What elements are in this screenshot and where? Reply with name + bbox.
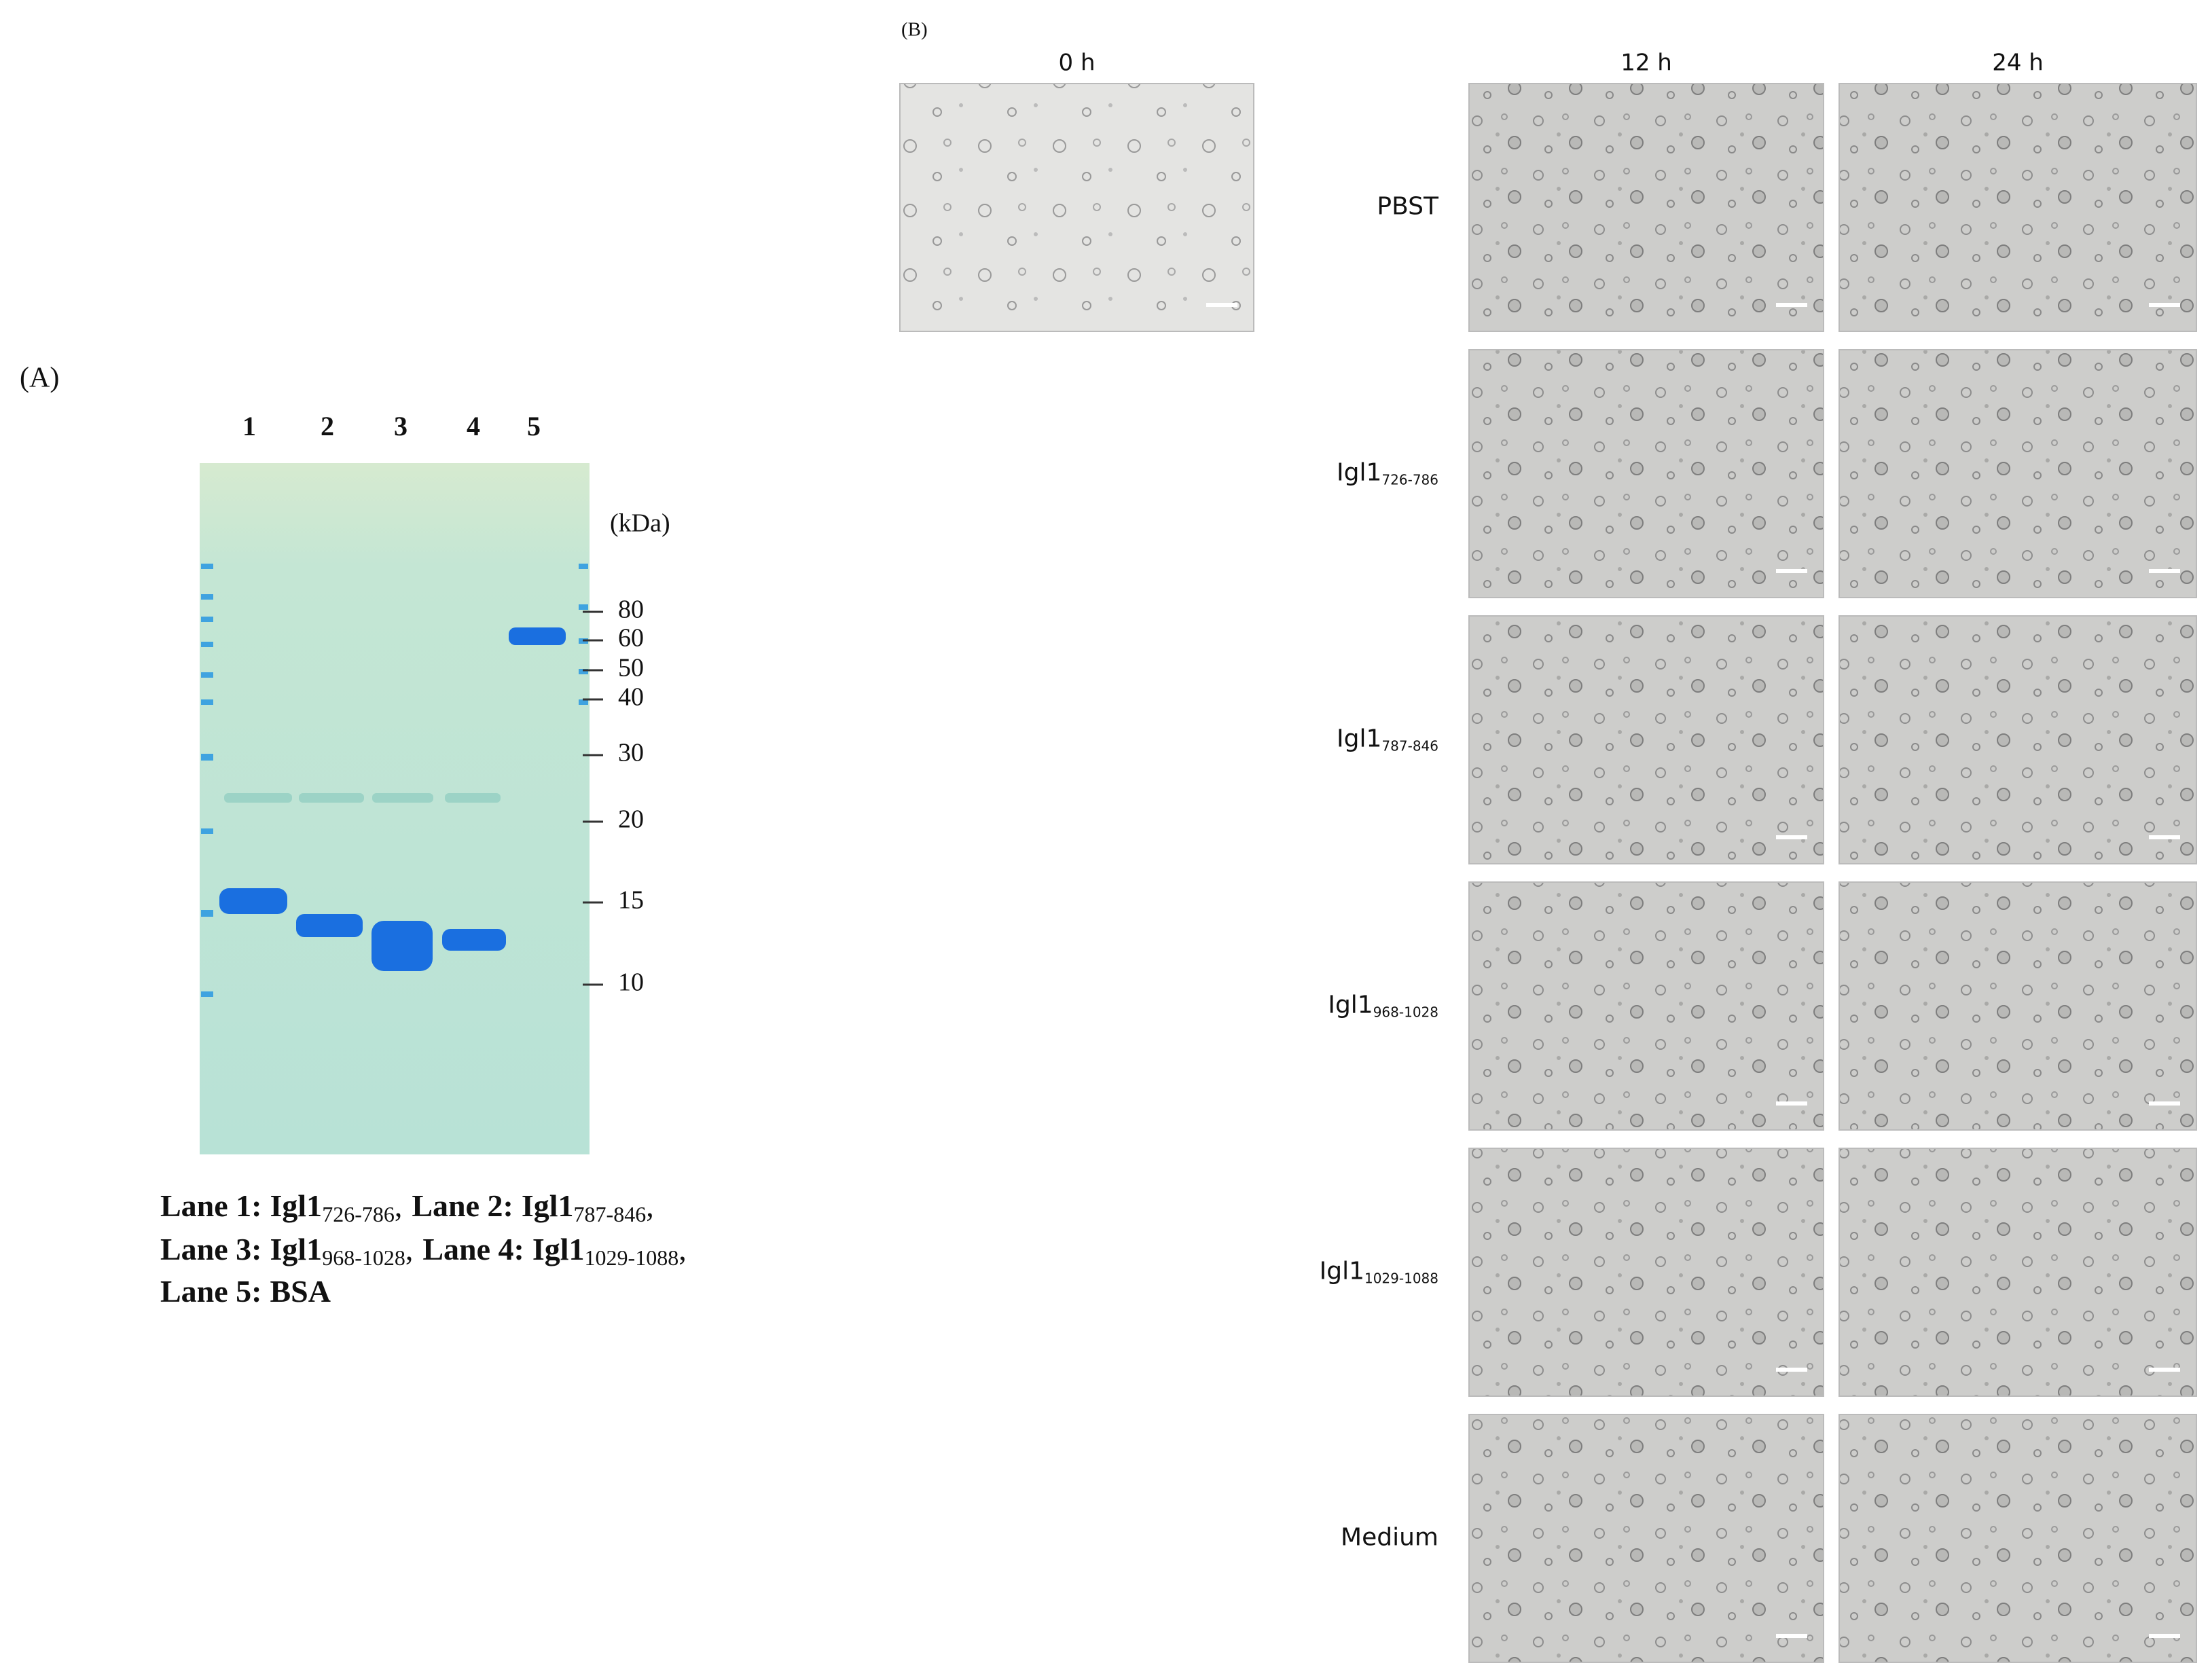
micrograph: [1838, 83, 2197, 332]
caption-sub: 1029-1088: [585, 1245, 679, 1270]
column-header: 0 h: [1059, 50, 1095, 77]
scale-bar: [2149, 303, 2180, 307]
caption-sub: 968-1028: [322, 1245, 405, 1270]
lane-numbers: 1 2 3 4 5: [242, 411, 541, 441]
marker-label: 60: [618, 624, 644, 653]
caption-lane: Lane 5:: [160, 1274, 262, 1309]
caption-sep: ,: [405, 1232, 414, 1266]
row-name: Igl1: [1320, 1258, 1364, 1285]
row-name: Igl1: [1337, 459, 1381, 487]
micrograph: [1838, 1148, 2197, 1397]
gel-background: [200, 463, 590, 1154]
caption-lane: Lane 3:: [160, 1232, 262, 1266]
caption-sep: ,: [678, 1232, 687, 1266]
scale-bar: [2149, 1634, 2180, 1638]
micrographs: 0 h 12 h 24 hPBSTIgl1726-786Igl1787-846Igl…: [899, 50, 2197, 1663]
row-sub: 726-786: [1381, 471, 1438, 488]
micrograph: [1468, 615, 1824, 864]
micrograph: [1468, 1414, 1824, 1663]
row-label: Medium: [1341, 1524, 1438, 1552]
row-sub: 968-1028: [1373, 1004, 1438, 1020]
scale-bar: [1776, 569, 1807, 573]
micrograph: [1468, 83, 1824, 332]
caption-name: Igl1: [270, 1188, 323, 1223]
lane-number: 5: [527, 411, 541, 441]
marker-label: 15: [618, 886, 644, 915]
gel: [200, 463, 590, 1154]
caption-lane: Lane 1:: [160, 1188, 262, 1223]
row-name: Igl1: [1337, 725, 1381, 753]
row-label: Igl11029-1088: [1320, 1258, 1438, 1287]
micrograph: [1838, 349, 2197, 598]
scale-bar: [1776, 835, 1807, 839]
row-name: PBST: [1377, 193, 1439, 221]
micrograph: [1838, 881, 2197, 1131]
row-label: PBST: [1377, 193, 1439, 221]
column-header: 24 h: [1992, 50, 2044, 77]
micrograph: [1468, 349, 1824, 598]
caption-name: Igl1: [522, 1188, 574, 1223]
caption-name: BSA: [270, 1274, 331, 1309]
scale-bar: [1206, 303, 1237, 307]
marker-label: 20: [618, 805, 644, 834]
scale-bar: [1776, 1101, 1807, 1106]
micrograph: [1838, 1414, 2197, 1663]
scale-bar: [2149, 835, 2180, 839]
caption-sep: ,: [395, 1188, 403, 1223]
row-sub: 787-846: [1381, 737, 1438, 754]
row-label: Igl1787-846: [1337, 725, 1438, 754]
column-header: 12 h: [1620, 50, 1672, 77]
faint-bands: [224, 793, 501, 803]
row-sub: 1029-1088: [1364, 1270, 1438, 1286]
scale-bar: [2149, 1368, 2180, 1372]
row-name: Igl1: [1328, 991, 1373, 1019]
caption-lane: Lane 2:: [412, 1188, 513, 1223]
micrograph: [1838, 615, 2197, 864]
caption-name: Igl1: [532, 1232, 585, 1266]
lane-number: 1: [242, 411, 256, 441]
marker-label: 50: [618, 654, 644, 682]
caption-lane: Lane 4:: [422, 1232, 524, 1266]
scale-bar: [1776, 1634, 1807, 1638]
caption-line: Lane 1: Igl1726-786, Lane 2: Igl1787-846,: [160, 1188, 654, 1227]
micrograph: [899, 83, 1254, 332]
caption-line: Lane 5: BSA: [160, 1274, 331, 1309]
caption-sub: 726-786: [322, 1202, 395, 1226]
marker-label: 40: [618, 683, 644, 712]
caption-line: Lane 3: Igl1968-1028, Lane 4: Igl11029-1088…: [160, 1232, 687, 1271]
row-label: Igl1968-1028: [1328, 991, 1438, 1021]
unit-label: (kDa): [610, 509, 670, 538]
row-name: Medium: [1341, 1524, 1438, 1552]
marker-label: 10: [618, 968, 644, 997]
lane-number: 2: [321, 411, 334, 441]
scale-bar: [1776, 303, 1807, 307]
marker-label: 30: [618, 739, 644, 767]
caption-sub: 787-846: [574, 1202, 647, 1226]
row-label: Igl1726-786: [1337, 459, 1438, 488]
caption-name: Igl1: [270, 1232, 323, 1266]
scale-bar: [2149, 1101, 2180, 1106]
lane-number: 4: [467, 411, 480, 441]
lane-number: 3: [394, 411, 407, 441]
caption-sep: ,: [646, 1188, 654, 1223]
marker-label: 80: [618, 596, 644, 624]
caption: Lane 1: Igl1726-786, Lane 2: Igl1787-846,La…: [160, 1188, 687, 1309]
micrograph: [1468, 881, 1824, 1131]
micrograph: [1468, 1148, 1824, 1397]
bands: [219, 627, 566, 971]
panel-label: (B): [901, 19, 928, 41]
scale-bar: [2149, 569, 2180, 573]
panel-label: (A): [20, 363, 59, 394]
scale-bar: [1776, 1368, 1807, 1372]
